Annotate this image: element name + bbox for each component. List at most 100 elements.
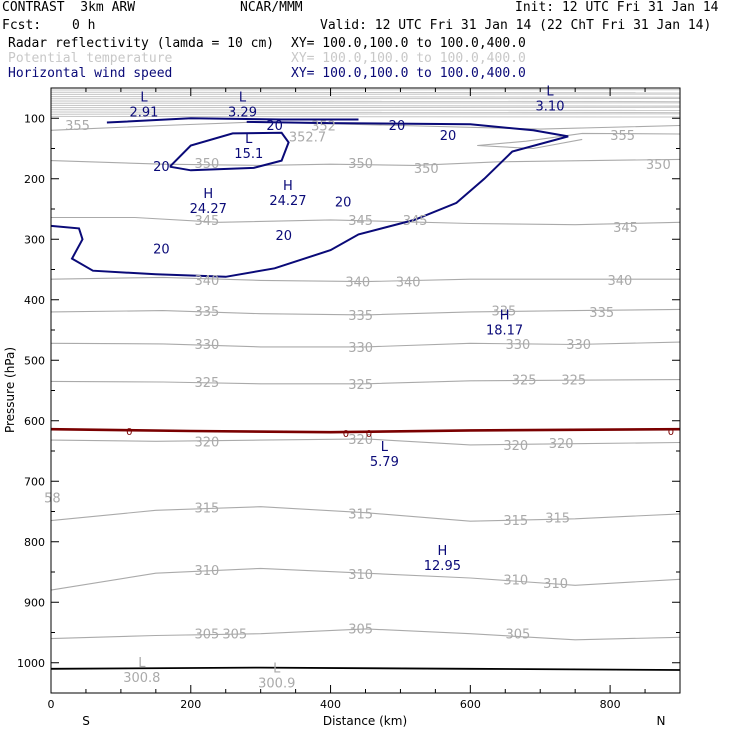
wind-contour-label: 20 bbox=[153, 160, 170, 175]
theta-contour-label: 335 bbox=[348, 309, 373, 324]
theta-contour-label: 305 bbox=[505, 628, 530, 643]
theta-contour-label: 320 bbox=[549, 437, 574, 452]
theta-contour-line bbox=[50, 506, 681, 522]
legend-reflectivity-name: Radar reflectivity (lamda = 10 cm) bbox=[8, 36, 275, 51]
theta-contour-label: 325 bbox=[512, 374, 537, 389]
y-tick-label: 800 bbox=[24, 536, 45, 549]
x-axis-title: Distance (km) bbox=[323, 714, 407, 728]
x-tick-label: 400 bbox=[320, 698, 341, 711]
upper-boundary-hatch bbox=[50, 89, 681, 118]
x-end-label-south: S bbox=[82, 714, 90, 728]
legend-wind-xy: XY= 100.0,100.0 to 100.0,400.0 bbox=[291, 66, 526, 81]
extremum-value: 300.8 bbox=[123, 671, 160, 686]
theta-contour-label: 350 bbox=[348, 157, 373, 172]
theta-contour-line bbox=[50, 628, 681, 641]
theta-contour-label: 315 bbox=[503, 514, 528, 529]
wind-contour-label: 20 bbox=[440, 129, 457, 144]
model-title: CONTRAST 3km ARW bbox=[2, 0, 136, 15]
theta-contour-label: 325 bbox=[561, 374, 586, 389]
theta-contour-label: 345 bbox=[348, 214, 373, 229]
theta-contour-line bbox=[477, 132, 681, 147]
theta-contour-label: 310 bbox=[194, 564, 219, 579]
legend-theta-xy: XY= 100.0,100.0 to 100.0,400.0 bbox=[291, 51, 526, 66]
wind-contour-line bbox=[106, 117, 359, 124]
x-tick-label: 600 bbox=[460, 698, 481, 711]
y-tick-label: 200 bbox=[24, 173, 45, 186]
wind-contour-label: 20 bbox=[389, 119, 406, 134]
theta-contour-label: 350 bbox=[646, 158, 671, 173]
extremum-value: 24.27 bbox=[190, 202, 227, 217]
theta-contour-label: 320 bbox=[348, 433, 373, 448]
theta-contour-line bbox=[50, 158, 681, 166]
y-tick-label: 400 bbox=[24, 294, 45, 307]
surface-contour-line bbox=[50, 666, 681, 671]
upper-hatch-line bbox=[50, 104, 681, 107]
extremum-symbol: L bbox=[138, 656, 146, 671]
surface-line bbox=[50, 666, 681, 671]
reflectivity-contour-label: 0 bbox=[366, 429, 372, 440]
theta-contour-line bbox=[50, 438, 681, 446]
extremum-symbol: L bbox=[381, 440, 389, 455]
extremum-symbol: H bbox=[203, 187, 213, 202]
theta-contour-label: 345 bbox=[403, 214, 428, 229]
extremum-value: 3.29 bbox=[228, 105, 257, 120]
extremum-symbol: L bbox=[245, 132, 253, 147]
theta-contour-label: 335 bbox=[194, 305, 219, 320]
y-tick-label: 700 bbox=[24, 475, 45, 488]
theta-contour-label: 325 bbox=[194, 376, 219, 391]
theta-contour-label: 352 bbox=[311, 120, 336, 135]
reflectivity-contour-label: 0 bbox=[126, 427, 132, 438]
y-tick-label: 600 bbox=[24, 415, 45, 428]
theta-contour-label: 340 bbox=[396, 276, 421, 291]
wind-contour-label: 20 bbox=[275, 229, 292, 244]
theta-contour-label: 352.7 bbox=[289, 130, 326, 145]
y-tick-label: 100 bbox=[24, 112, 45, 125]
theta-contour-label: 305 bbox=[222, 628, 247, 643]
organization: NCAR/MMM bbox=[240, 0, 303, 15]
theta-contour-line bbox=[477, 138, 583, 150]
extremum-symbol: H bbox=[500, 309, 510, 324]
theta-contour-line bbox=[51, 216, 681, 226]
theta-contour-line bbox=[50, 567, 681, 591]
theta-contour-label: 315 bbox=[545, 512, 570, 527]
wind-contour-label: 20 bbox=[153, 242, 170, 257]
theta-contour-label: 315 bbox=[348, 507, 373, 522]
theta-contour-label: 320 bbox=[503, 439, 528, 454]
valid-time: Valid: 12 UTC Fri 31 Jan 14 (22 ChT Fri … bbox=[320, 18, 712, 33]
theta-contour-label: 330 bbox=[194, 338, 219, 353]
theta-contour-label: 340 bbox=[345, 276, 370, 291]
upper-hatch-line bbox=[50, 111, 681, 114]
y-axis-title: Pressure (hPa) bbox=[3, 347, 17, 433]
theta-contour-label: 350 bbox=[414, 162, 439, 177]
y-tick-label: 300 bbox=[24, 233, 45, 246]
theta-contour-line bbox=[50, 341, 681, 348]
theta-contour-label: 315 bbox=[194, 501, 219, 516]
theta-contour-label: 355 bbox=[610, 129, 635, 144]
forecast-label: Fcst: bbox=[2, 18, 42, 33]
init-time: Init: 12 UTC Fri 31 Jan 14 bbox=[515, 0, 719, 15]
legend-wind-name: Horizontal wind speed bbox=[8, 66, 173, 81]
wind-contour-label: 20 bbox=[266, 119, 283, 134]
theta-contour-label: 310 bbox=[503, 573, 528, 588]
extremum-symbol: L bbox=[140, 90, 148, 105]
theta-contour-label: 345 bbox=[194, 214, 219, 229]
theta-contour-label: 320 bbox=[194, 435, 219, 450]
theta-contour-line bbox=[50, 379, 681, 385]
extremum-value: 15.1 bbox=[234, 147, 263, 162]
theta-contour-label: 350 bbox=[194, 157, 219, 172]
extremum-value: 12.95 bbox=[424, 559, 461, 574]
y-tick-label: 500 bbox=[24, 354, 45, 367]
upper-hatch-line bbox=[50, 109, 681, 111]
wind-contours bbox=[50, 117, 569, 278]
x-tick-label: 0 bbox=[48, 698, 55, 711]
theta-contour-label: 330 bbox=[348, 341, 373, 356]
extrema-labels: L2.91L3.29L3.10L15.1H24.27H24.27H18.17L5… bbox=[123, 84, 564, 691]
extremum-symbol: L bbox=[273, 661, 281, 676]
x-tick-label: 200 bbox=[180, 698, 201, 711]
theta-contour-line bbox=[50, 276, 680, 283]
upper-hatch-line bbox=[50, 100, 681, 103]
extremum-value: 2.91 bbox=[129, 105, 158, 120]
theta-contour-label: 310 bbox=[348, 568, 373, 583]
